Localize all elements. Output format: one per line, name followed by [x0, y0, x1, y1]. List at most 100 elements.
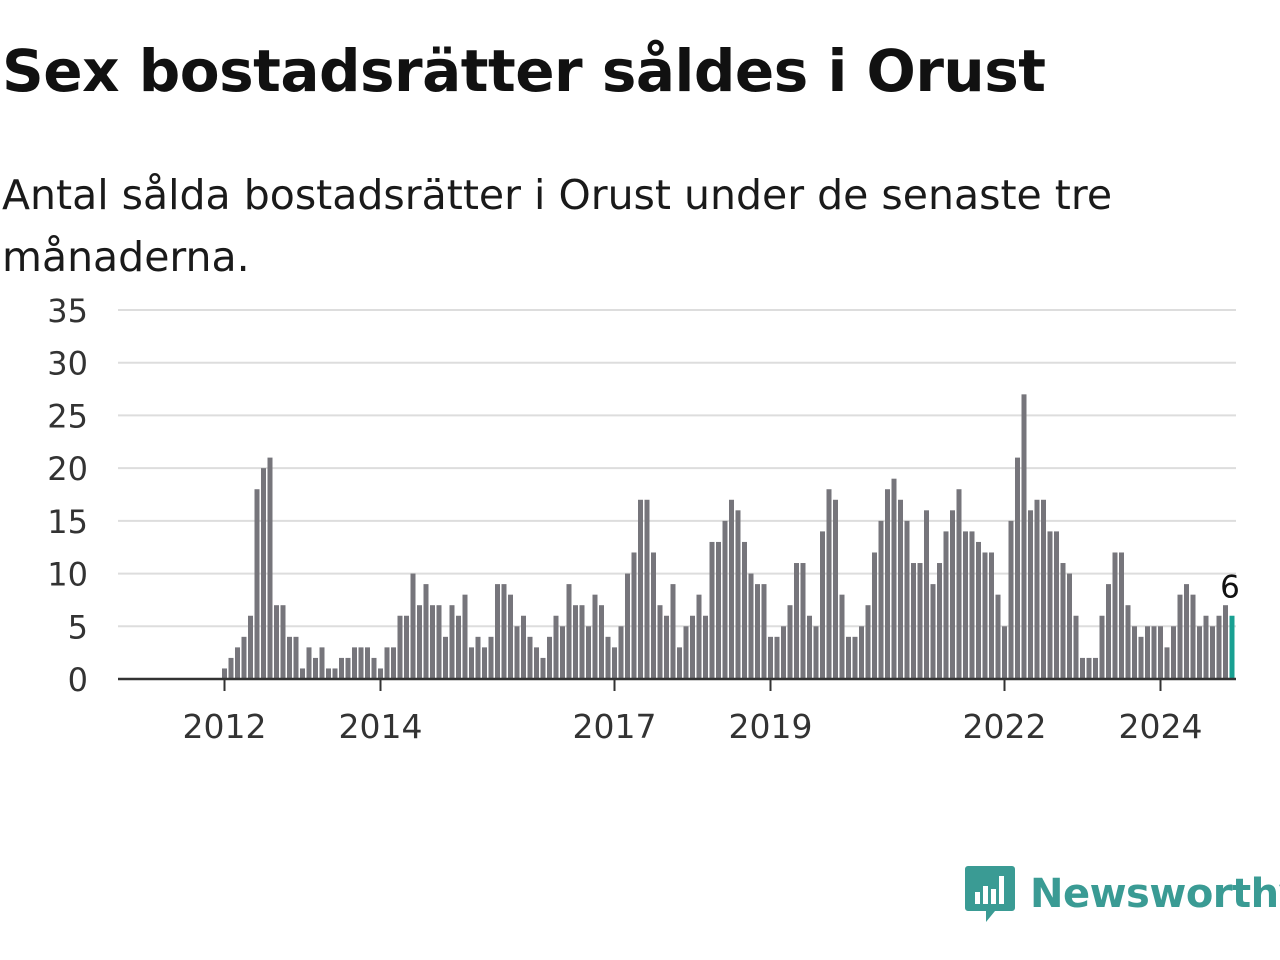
newsworthy-logo: Newsworthy [964, 864, 1280, 924]
y-tick-label: 10 [47, 556, 88, 594]
bar [274, 605, 279, 679]
bar [891, 478, 897, 679]
bar [1093, 657, 1098, 679]
bar [605, 636, 611, 679]
bar [735, 510, 741, 679]
bar [430, 605, 435, 679]
bar [859, 626, 864, 679]
bar [573, 605, 578, 679]
bar [599, 605, 604, 679]
bar [937, 563, 942, 679]
bar [963, 531, 968, 679]
bar [527, 636, 533, 679]
bar [865, 605, 871, 679]
bar [748, 573, 754, 679]
bar [371, 657, 377, 679]
bar [982, 552, 988, 679]
bar [1164, 647, 1170, 679]
bar [1158, 626, 1163, 679]
bar [488, 636, 494, 679]
bar [1125, 605, 1131, 679]
bar [677, 647, 682, 679]
bar [638, 499, 643, 679]
bar [800, 563, 806, 679]
bar [696, 594, 702, 679]
bar [1067, 573, 1072, 679]
bar [716, 541, 721, 679]
bar [547, 636, 552, 679]
y-tick-label: 25 [47, 397, 88, 435]
bar [911, 563, 916, 679]
brand-name: Newsworthy [1030, 871, 1280, 917]
bar [1002, 626, 1007, 679]
bar [709, 541, 715, 679]
bar [326, 668, 331, 679]
bar [657, 605, 663, 679]
bar [898, 499, 903, 679]
bar [417, 605, 422, 679]
bar [1099, 615, 1105, 679]
bar [807, 615, 812, 679]
bar [833, 499, 838, 679]
y-tick-label: 30 [47, 345, 88, 383]
bar [586, 626, 591, 679]
y-tick-label: 35 [47, 292, 88, 330]
highlight-bar [1229, 615, 1235, 679]
bar [1190, 594, 1196, 679]
bar [365, 647, 370, 679]
bar [1054, 531, 1059, 679]
bar [241, 636, 247, 679]
bar [995, 594, 1001, 679]
bar [878, 520, 884, 679]
bar [423, 584, 429, 679]
bar [339, 657, 344, 679]
bar [917, 563, 923, 679]
bar [469, 647, 474, 679]
bar [443, 636, 448, 679]
x-tick-label: 2019 [729, 707, 813, 746]
bar [1197, 626, 1202, 679]
bar [1132, 626, 1137, 679]
bar [404, 615, 409, 679]
bar [774, 636, 780, 679]
bar [313, 657, 318, 679]
bar [930, 584, 936, 679]
y-tick-label: 0 [68, 661, 88, 699]
bar [592, 594, 598, 679]
bar [449, 605, 455, 679]
bar [625, 573, 630, 679]
bar [1171, 626, 1176, 679]
bar [501, 584, 507, 679]
bar [306, 647, 312, 679]
bar [495, 584, 500, 679]
bar [852, 636, 858, 679]
bar [378, 668, 383, 679]
bar [872, 552, 877, 679]
bar [885, 489, 890, 679]
bar [1060, 563, 1066, 679]
bar [612, 647, 617, 679]
bar [391, 647, 396, 679]
y-tick-label: 5 [68, 608, 88, 646]
bar [722, 520, 728, 679]
bar [287, 636, 292, 679]
chart-subtitle: Antal sålda bostadsrätter i Orust under … [2, 171, 1113, 281]
newsworthy-bar-chart-icon [965, 866, 1015, 922]
bar [1151, 626, 1157, 679]
bar [553, 615, 559, 679]
bar [1203, 615, 1209, 679]
bar [1015, 457, 1020, 679]
bar [826, 489, 832, 679]
bar [846, 636, 851, 679]
bar [300, 668, 305, 679]
bar [969, 531, 975, 679]
bar [319, 647, 325, 679]
bar [566, 584, 572, 679]
bar [352, 647, 357, 679]
bar [384, 647, 390, 679]
x-tick-label: 2024 [1119, 707, 1203, 746]
bar [345, 657, 351, 679]
bar [462, 594, 468, 679]
bar [989, 552, 994, 679]
bar [267, 457, 273, 679]
